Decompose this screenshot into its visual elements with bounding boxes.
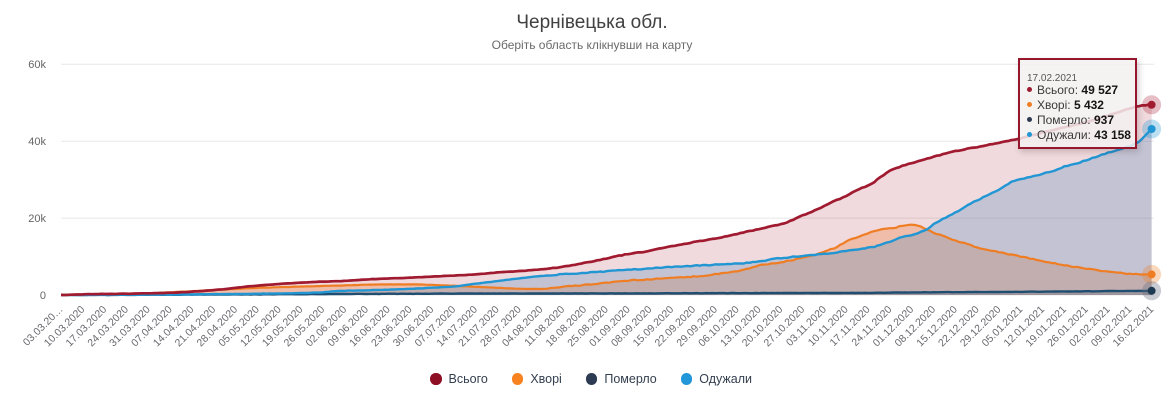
svg-text:60k: 60k bbox=[28, 59, 46, 71]
svg-text:20k: 20k bbox=[28, 213, 46, 225]
svg-text:0: 0 bbox=[40, 290, 46, 302]
svg-text:40k: 40k bbox=[28, 136, 46, 148]
